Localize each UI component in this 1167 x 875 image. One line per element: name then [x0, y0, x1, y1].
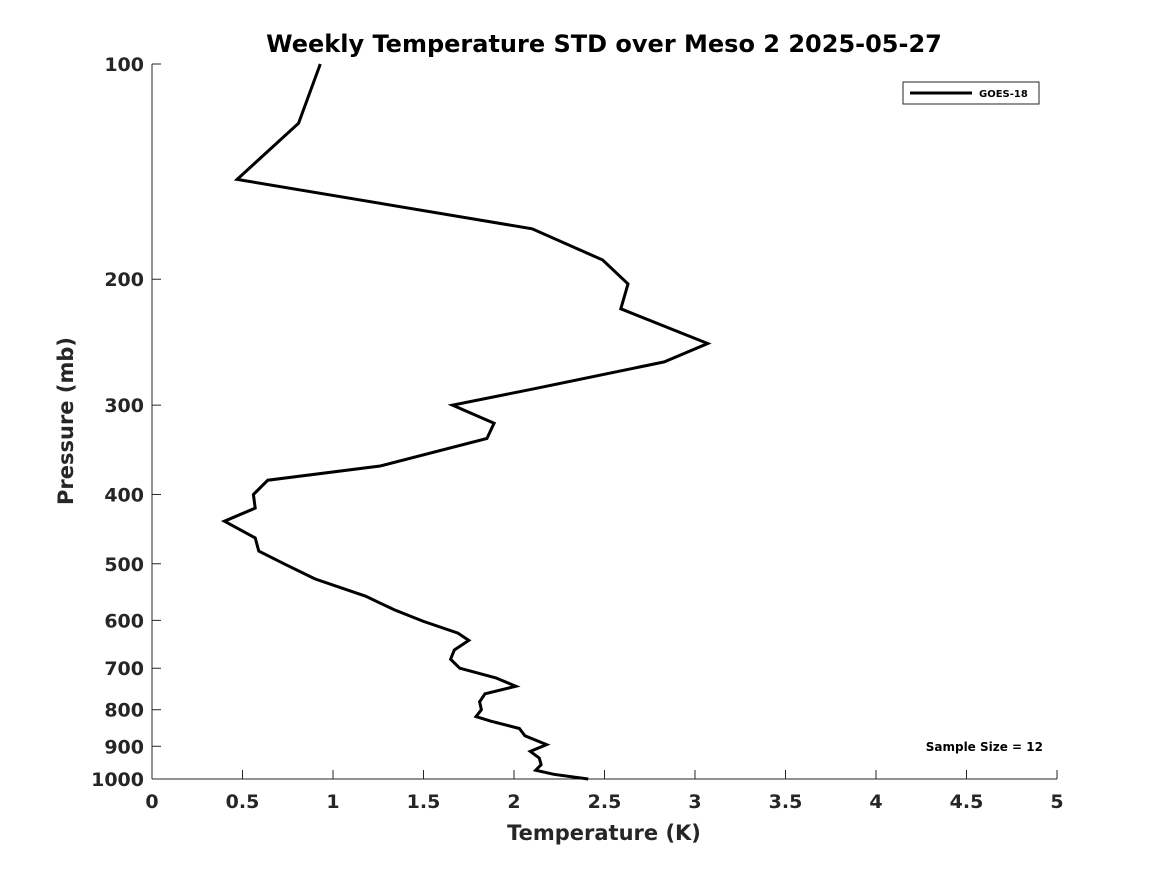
- y-tick-label: 200: [104, 269, 144, 291]
- x-tick-label: 4.5: [950, 791, 984, 813]
- y-tick-label: 600: [104, 610, 144, 632]
- y-tick-label: 500: [104, 554, 144, 576]
- x-tick-label: 1.5: [407, 791, 441, 813]
- y-axis-label: Pressure (mb): [54, 337, 78, 505]
- y-tick-label: 900: [104, 736, 144, 758]
- x-tick-label: 0.5: [226, 791, 260, 813]
- y-tick-label: 100: [104, 54, 144, 76]
- series-line-goes-18: [220, 63, 712, 781]
- x-tick-label: 2: [507, 791, 520, 813]
- x-tick-label: 0: [145, 791, 158, 813]
- x-tick-label: 4: [869, 791, 882, 813]
- y-tick-label: 800: [104, 700, 144, 722]
- y-tick-label: 400: [104, 484, 144, 506]
- x-tick-label: 5: [1050, 791, 1063, 813]
- x-tick-label: 1: [326, 791, 339, 813]
- y-tick-label: 700: [104, 658, 144, 680]
- y-tick-label: 300: [104, 395, 144, 417]
- x-tick-label: 2.5: [588, 791, 622, 813]
- x-axis-ticks: 0 0.5 1 1.5 2 2.5 3 3.5 4 4.5 5: [145, 770, 1064, 813]
- x-tick-label: 3: [688, 791, 701, 813]
- x-tick-label: 3.5: [769, 791, 803, 813]
- sample-size-annotation: Sample Size = 12: [926, 740, 1043, 754]
- y-tick-label: 1000: [91, 769, 144, 791]
- series-layer: [220, 63, 712, 781]
- y-axis-ticks: 100 200 300 400 500 600 700 800 900 1000: [91, 54, 161, 791]
- x-axis-label: Temperature (K): [507, 821, 701, 845]
- legend-label-goes-18: GOES-18: [979, 89, 1028, 100]
- chart-title: Weekly Temperature STD over Meso 2 2025-…: [266, 30, 942, 58]
- legend: GOES-18: [902, 81, 1040, 105]
